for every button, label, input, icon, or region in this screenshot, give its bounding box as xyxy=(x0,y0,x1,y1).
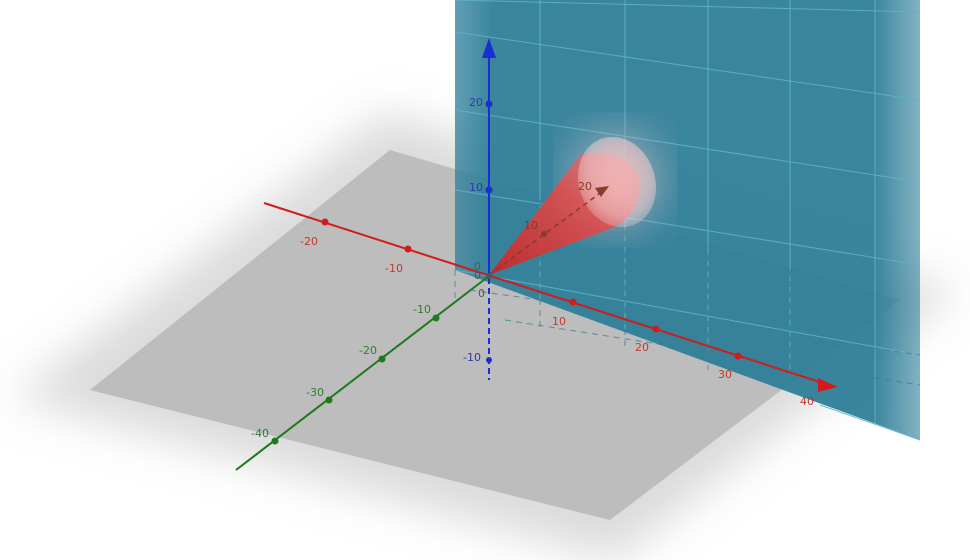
y-tick-mark xyxy=(325,396,333,404)
cone-axis-label: 20 xyxy=(578,180,592,193)
y-tick-mark xyxy=(432,314,440,322)
origin-label: 0 xyxy=(474,260,481,273)
plane-grid-hidden xyxy=(454,200,921,390)
x-axis-arrowhead xyxy=(818,378,838,392)
x-tick-mark xyxy=(652,325,660,333)
x-tick-mark xyxy=(404,245,412,253)
z-tick-mark xyxy=(485,100,493,108)
z-axis-arrowhead xyxy=(482,38,496,58)
cone-base xyxy=(577,136,657,228)
y-tick-label: -20 xyxy=(359,344,377,357)
origin-point xyxy=(486,273,492,279)
y-tick-label: -10 xyxy=(413,303,431,316)
y-tick-label: -30 xyxy=(306,386,324,399)
z-tick-mark xyxy=(486,357,492,363)
x-axis: -20 -10 10 20 30 40 xyxy=(263,202,838,408)
y-tick-mark xyxy=(271,437,279,445)
z-axis: 20 10 -10 xyxy=(463,38,496,364)
cone-axis xyxy=(488,187,608,276)
x-tick-label: 10 xyxy=(552,315,566,328)
x-tick-mark xyxy=(569,298,577,306)
x-tick-label: 30 xyxy=(718,368,732,381)
x-tick-label: 40 xyxy=(800,395,814,408)
origin: 0 0 0 xyxy=(474,260,492,300)
x-tick-label: 20 xyxy=(635,341,649,354)
z-tick-label: 20 xyxy=(469,96,483,109)
origin-label: 0 xyxy=(478,287,485,300)
y-tick-mark xyxy=(378,355,386,363)
cone-surface[interactable]: 10 20 xyxy=(488,126,668,276)
cone-axis-arrowhead xyxy=(595,186,609,197)
x-tick-label: -10 xyxy=(385,262,403,275)
z-tick-label: -10 xyxy=(463,351,481,364)
vertical-plane[interactable] xyxy=(454,0,921,441)
z-tick-mark xyxy=(485,186,493,194)
x-tick-mark xyxy=(734,352,742,360)
z-tick-label: 10 xyxy=(469,181,483,194)
cone-axis-label: 10 xyxy=(524,219,538,232)
x-tick-mark xyxy=(321,218,329,226)
z-axis-negative xyxy=(486,278,492,380)
x-tick-label: -20 xyxy=(300,235,318,248)
y-axis: -10 -20 -30 -40 xyxy=(235,275,490,471)
y-tick-label: -40 xyxy=(251,427,269,440)
origin-label: 0 xyxy=(474,269,481,282)
cone-axis-tick xyxy=(541,231,547,237)
